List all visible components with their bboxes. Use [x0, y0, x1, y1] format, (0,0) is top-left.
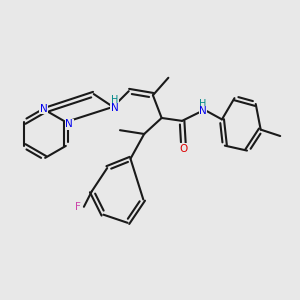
Text: N: N [40, 103, 48, 114]
Text: N: N [111, 103, 118, 113]
Text: H: H [199, 99, 207, 109]
Text: N: N [65, 119, 73, 129]
Text: O: O [179, 143, 188, 154]
Text: F: F [75, 202, 81, 212]
Text: N: N [199, 106, 207, 116]
Text: H: H [111, 95, 118, 106]
